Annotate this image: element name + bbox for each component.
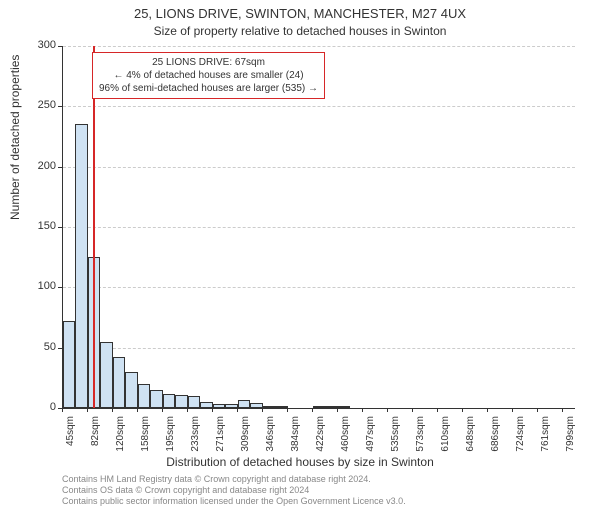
xtick-mark: [162, 408, 163, 412]
ytick-label: 0: [16, 401, 56, 413]
xtick-label: 384sqm: [290, 416, 301, 476]
histogram-bar: [125, 372, 137, 408]
xtick-mark: [287, 408, 288, 412]
histogram-bar: [263, 406, 275, 408]
y-axis-label: Number of detached properties: [8, 55, 22, 220]
xtick-label: 158sqm: [140, 416, 151, 476]
xtick-label: 648sqm: [465, 416, 476, 476]
histogram-bar: [138, 384, 150, 408]
xtick-label: 610sqm: [440, 416, 451, 476]
ytick-label: 150: [16, 220, 56, 232]
ytick-mark: [58, 287, 62, 288]
xtick-mark: [362, 408, 363, 412]
xtick-mark: [512, 408, 513, 412]
histogram-bar: [100, 342, 112, 408]
xtick-mark: [537, 408, 538, 412]
histogram-bar: [75, 124, 87, 408]
footer-line: Contains HM Land Registry data © Crown c…: [62, 474, 406, 485]
xtick-mark: [412, 408, 413, 412]
gridline: [63, 287, 575, 288]
histogram-bar: [238, 400, 250, 408]
xtick-mark: [262, 408, 263, 412]
ytick-label: 100: [16, 280, 56, 292]
xtick-mark: [237, 408, 238, 412]
histogram-bar: [213, 404, 225, 408]
xtick-mark: [462, 408, 463, 412]
xtick-label: 497sqm: [365, 416, 376, 476]
ytick-label: 50: [16, 341, 56, 353]
xtick-label: 45sqm: [65, 416, 76, 476]
footer-attribution: Contains HM Land Registry data © Crown c…: [62, 474, 406, 506]
ytick-mark: [58, 348, 62, 349]
ytick-mark: [58, 106, 62, 107]
xtick-label: 799sqm: [565, 416, 576, 476]
histogram-bar: [150, 390, 162, 408]
xtick-label: 346sqm: [265, 416, 276, 476]
ytick-label: 250: [16, 99, 56, 111]
gridline: [63, 348, 575, 349]
chart-title-sub: Size of property relative to detached ho…: [0, 24, 600, 38]
xtick-label: 761sqm: [540, 416, 551, 476]
xtick-mark: [562, 408, 563, 412]
xtick-label: 573sqm: [415, 416, 426, 476]
xtick-mark: [212, 408, 213, 412]
xtick-mark: [87, 408, 88, 412]
xtick-label: 686sqm: [490, 416, 501, 476]
xtick-label: 195sqm: [165, 416, 176, 476]
gridline: [63, 167, 575, 168]
xtick-mark: [62, 408, 63, 412]
annotation-line: ← 4% of detached houses are smaller (24): [99, 69, 318, 82]
xtick-mark: [187, 408, 188, 412]
ytick-label: 200: [16, 160, 56, 172]
histogram-bar: [113, 357, 125, 408]
xtick-mark: [437, 408, 438, 412]
xtick-label: 422sqm: [315, 416, 326, 476]
xtick-label: 233sqm: [190, 416, 201, 476]
histogram-bar: [175, 395, 187, 408]
xtick-mark: [387, 408, 388, 412]
gridline: [63, 46, 575, 47]
histogram-bar: [188, 396, 200, 408]
xtick-label: 535sqm: [390, 416, 401, 476]
xtick-label: 724sqm: [515, 416, 526, 476]
xtick-mark: [487, 408, 488, 412]
plot-area: [62, 46, 575, 409]
chart-title-main: 25, LIONS DRIVE, SWINTON, MANCHESTER, M2…: [0, 6, 600, 21]
annotation-line: 25 LIONS DRIVE: 67sqm: [99, 56, 318, 69]
ytick-mark: [58, 167, 62, 168]
xtick-mark: [337, 408, 338, 412]
histogram-bar: [63, 321, 75, 408]
xtick-label: 271sqm: [215, 416, 226, 476]
xtick-label: 82sqm: [90, 416, 101, 476]
annotation-box: 25 LIONS DRIVE: 67sqm← 4% of detached ho…: [92, 52, 325, 99]
footer-line: Contains public sector information licen…: [62, 496, 406, 506]
histogram-bar: [338, 406, 350, 408]
xtick-mark: [112, 408, 113, 412]
property-marker-line: [93, 46, 95, 408]
xtick-label: 120sqm: [115, 416, 126, 476]
xtick-mark: [137, 408, 138, 412]
xtick-label: 460sqm: [340, 416, 351, 476]
histogram-bar: [163, 394, 175, 408]
ytick-label: 300: [16, 39, 56, 51]
xtick-label: 309sqm: [240, 416, 251, 476]
footer-line: Contains OS data © Crown copyright and d…: [62, 485, 406, 496]
histogram-bar: [313, 406, 325, 408]
gridline: [63, 106, 575, 107]
gridline: [63, 227, 575, 228]
annotation-line: 96% of semi-detached houses are larger (…: [99, 82, 318, 95]
ytick-mark: [58, 227, 62, 228]
ytick-mark: [58, 46, 62, 47]
xtick-mark: [312, 408, 313, 412]
